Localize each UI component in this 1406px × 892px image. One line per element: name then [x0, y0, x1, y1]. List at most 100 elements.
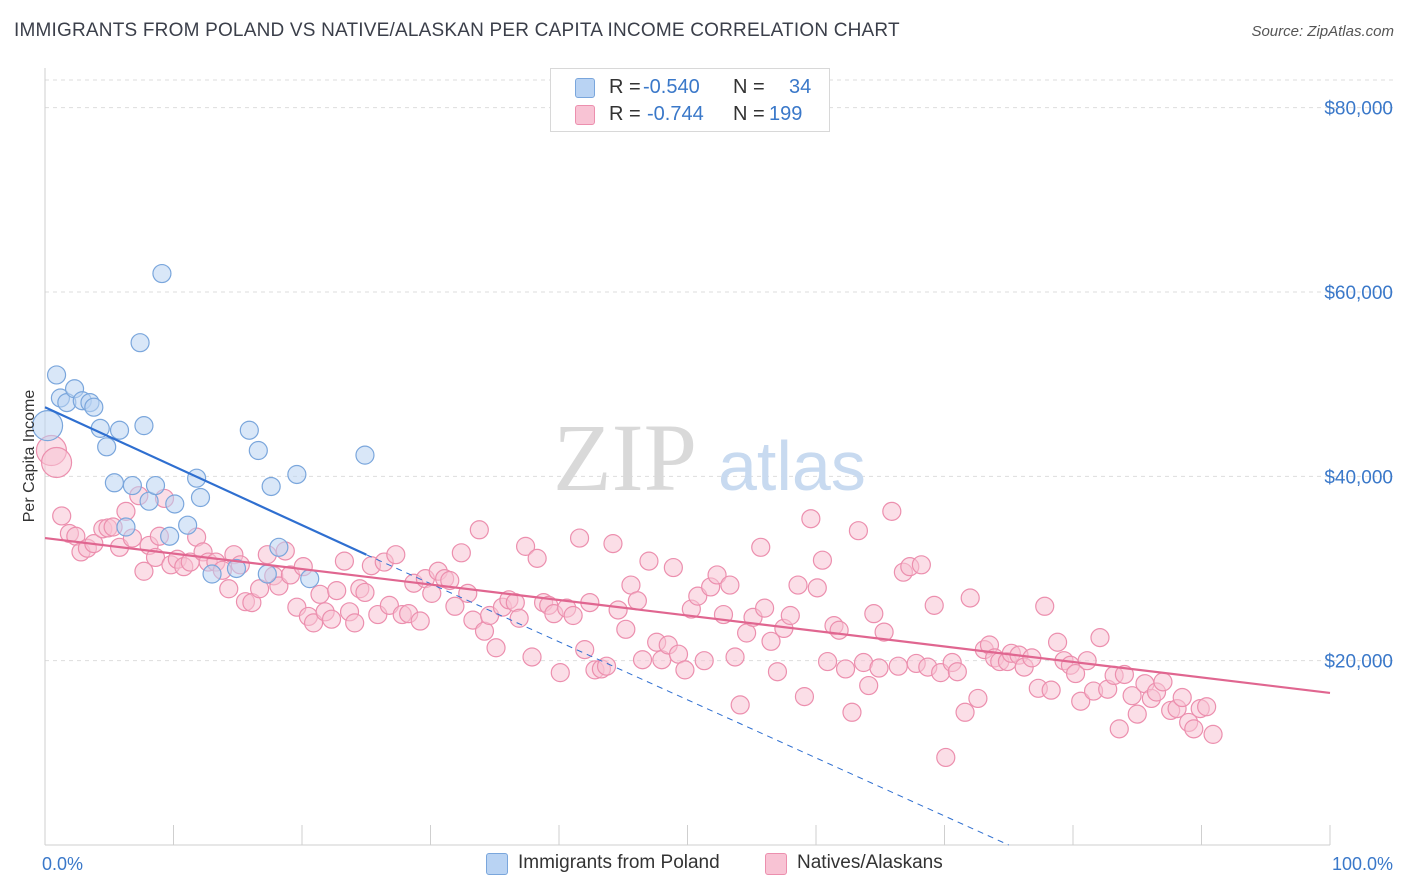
- legend-swatch-pink: [575, 105, 595, 125]
- data-point: [261, 476, 281, 497]
- data-point: [134, 561, 154, 581]
- data-point: [794, 687, 815, 707]
- trend-line-poland-extrapolated: [366, 554, 1009, 846]
- data-point: [829, 620, 849, 640]
- data-point: [445, 596, 465, 616]
- data-point: [1114, 664, 1135, 685]
- data-point: [1153, 672, 1173, 692]
- watermark: ZIP atlas: [553, 404, 866, 511]
- data-point: [639, 551, 659, 571]
- data-point: [801, 509, 821, 529]
- data-point: [116, 517, 136, 537]
- data-point: [864, 604, 884, 624]
- x-tick-label: 100.0%: [1332, 854, 1393, 874]
- data-point: [160, 526, 180, 546]
- data-point: [603, 534, 623, 554]
- data-point: [187, 468, 207, 488]
- data-point: [52, 506, 72, 526]
- data-point: [451, 543, 471, 563]
- data-point: [960, 588, 980, 608]
- data-point: [469, 520, 489, 540]
- data-point: [152, 263, 172, 284]
- data-point: [130, 333, 150, 353]
- data-point: [1090, 628, 1110, 648]
- legend-r-label: R =: [609, 103, 641, 125]
- data-point: [767, 662, 788, 682]
- data-point: [1109, 719, 1129, 739]
- data-point: [202, 564, 222, 584]
- y-tick-label: $60,000: [1324, 283, 1393, 304]
- data-point: [509, 608, 529, 628]
- data-point: [569, 528, 590, 548]
- data-point: [1047, 632, 1068, 652]
- data-point: [788, 575, 808, 595]
- data-point: [1172, 687, 1192, 708]
- data-point: [522, 647, 542, 667]
- data-point: [842, 702, 862, 722]
- data-point: [287, 464, 307, 485]
- data-point: [835, 659, 856, 679]
- axes: [44, 68, 1331, 846]
- data-point: [239, 420, 259, 440]
- legend-n-label: N =: [733, 76, 765, 98]
- data-point: [355, 445, 375, 465]
- data-point: [486, 638, 506, 658]
- data-point: [310, 584, 330, 604]
- data-point: [720, 575, 740, 595]
- data-point: [694, 651, 714, 671]
- data-point: [345, 613, 365, 633]
- legend-swatch-blue: [575, 78, 595, 98]
- legend-label-natives: Natives/Alaskans: [797, 852, 943, 873]
- legend-n-value: 34: [789, 76, 812, 98]
- data-point: [31, 410, 64, 442]
- y-tick-label: $40,000: [1324, 467, 1393, 488]
- tick-labels: $20,000 $40,000 $60,000 $80,000 0.0% 100.0%: [42, 99, 1393, 874]
- data-point: [109, 420, 130, 440]
- y-tick-label: $20,000: [1324, 652, 1393, 673]
- trend-line-poland: [44, 406, 367, 556]
- data-point: [663, 557, 683, 578]
- legend-n-label: N =: [733, 103, 765, 125]
- data-point: [968, 688, 988, 709]
- data-point: [751, 537, 771, 557]
- data-point: [725, 647, 745, 667]
- watermark-atlas: atlas: [718, 427, 866, 505]
- data-point: [888, 656, 908, 676]
- legend-n-value: 199: [769, 103, 803, 125]
- data-point: [303, 613, 324, 633]
- data-point: [386, 545, 406, 565]
- data-point: [616, 619, 636, 639]
- correlation-legend: R = -0.540 N = 34 R = -0.744 N = 199: [550, 68, 830, 132]
- data-point: [882, 501, 902, 521]
- data-point: [936, 747, 956, 768]
- legend-r-label: R =: [609, 76, 641, 98]
- y-axis-label: Per Capita Income: [21, 390, 38, 523]
- data-point: [955, 702, 975, 722]
- data-point: [730, 695, 750, 715]
- data-point: [1197, 697, 1217, 717]
- data-point: [269, 537, 289, 557]
- data-point: [1071, 691, 1091, 711]
- data-point: [1203, 724, 1223, 744]
- data-point: [122, 475, 142, 496]
- data-point: [334, 551, 355, 571]
- data-point: [1184, 719, 1204, 739]
- data-point: [300, 569, 320, 589]
- data-point: [911, 555, 931, 575]
- data-point: [1041, 680, 1061, 700]
- data-point: [812, 550, 833, 570]
- data-point: [410, 611, 430, 631]
- data-point: [327, 581, 347, 601]
- data-point: [1127, 704, 1147, 724]
- trend-lines: [44, 406, 1331, 846]
- data-point: [632, 650, 653, 670]
- data-point: [248, 440, 268, 461]
- data-point: [527, 548, 547, 568]
- data-point: [104, 473, 124, 493]
- data-point: [134, 416, 154, 436]
- x-tick-label: 0.0%: [42, 854, 83, 874]
- legend-r-value: -0.540: [643, 76, 700, 98]
- data-point: [458, 583, 478, 603]
- legend-swatch-blue: [486, 853, 508, 875]
